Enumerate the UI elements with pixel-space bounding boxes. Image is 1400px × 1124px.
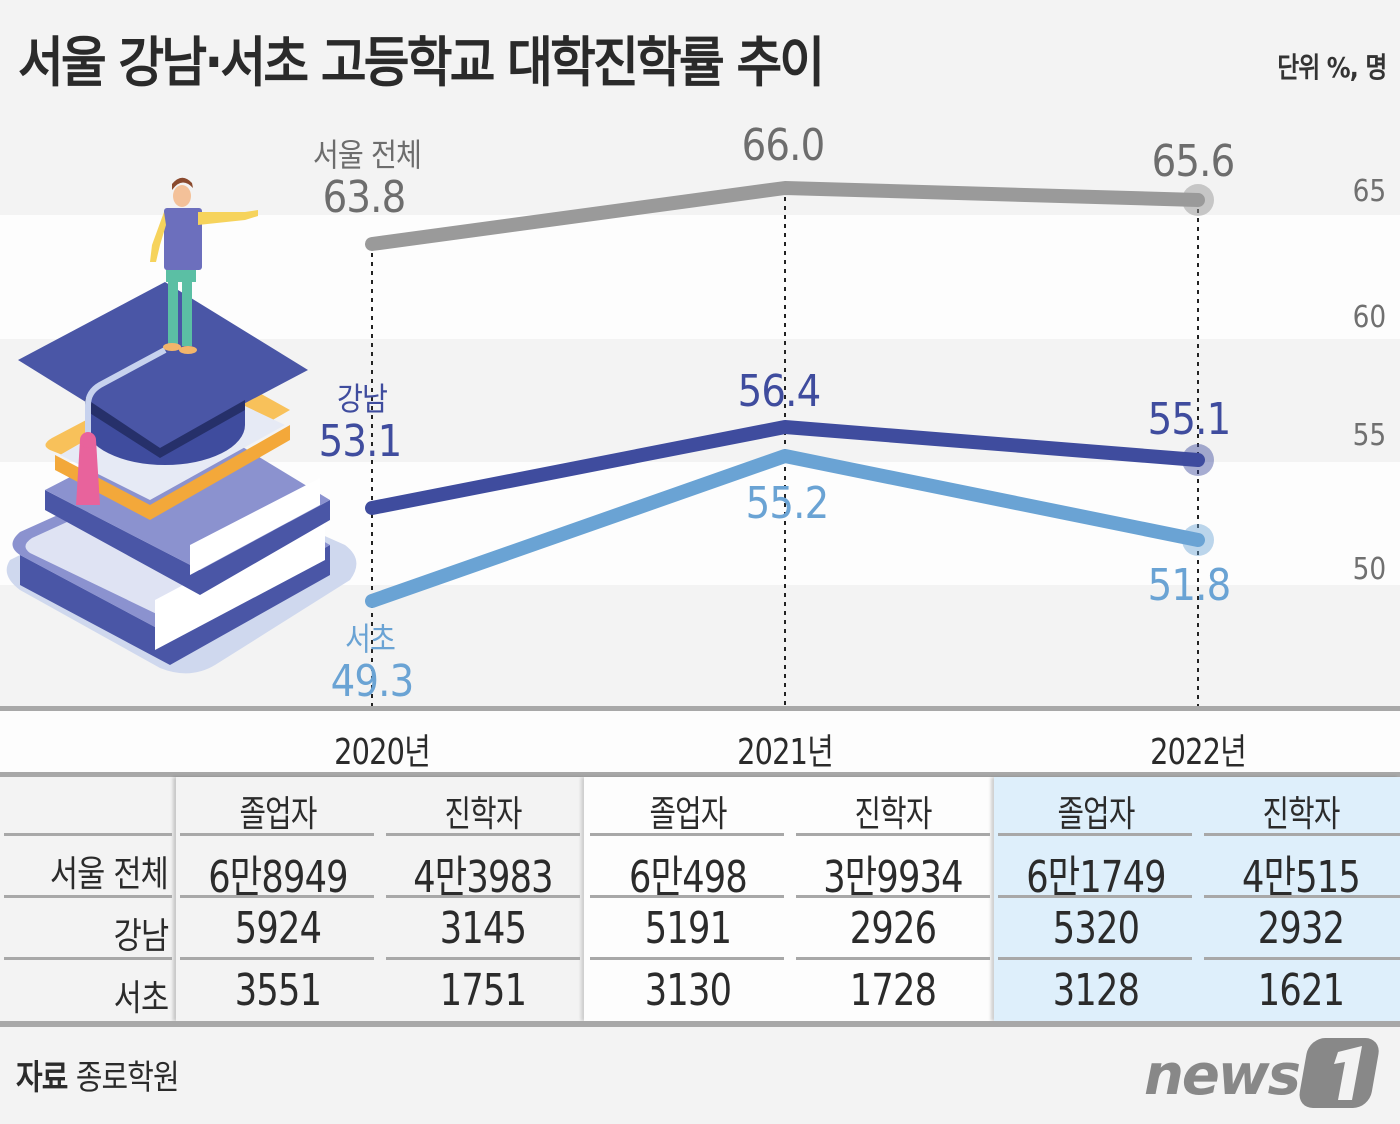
graduate-on-books-illustration	[6, 177, 357, 674]
table-cell: 3145	[439, 903, 527, 954]
x-axis-line	[0, 706, 1400, 711]
x-tick-2021: 2021년	[737, 732, 834, 773]
table-cell: 1728	[849, 965, 937, 1016]
column-header: 졸업자	[239, 794, 317, 835]
table-group-2022	[994, 777, 1400, 1021]
table-cell: 5191	[644, 903, 732, 954]
y-tick: 60	[1352, 300, 1386, 335]
grid-band	[0, 215, 1400, 339]
table-cell: 6만1749	[1026, 852, 1166, 903]
series-line-gangnam	[365, 420, 1205, 515]
value-label: 53.1	[318, 416, 403, 467]
row-divider	[386, 895, 580, 898]
x-axis: 2020년 2021년 2022년	[0, 711, 1400, 773]
row-divider	[180, 957, 374, 960]
x-tick-2020: 2020년	[334, 732, 431, 773]
table-cell: 3만9934	[823, 852, 963, 903]
row-label-gangnam: 강남	[113, 916, 168, 957]
column-header: 진학자	[854, 794, 932, 835]
value-label: 65.6	[1151, 136, 1236, 187]
row-divider	[1204, 833, 1400, 836]
unit-label: 단위 %, 명	[1276, 51, 1387, 84]
series-label-seocho: 서초	[344, 620, 396, 658]
row-divider	[386, 957, 580, 960]
y-tick: 55	[1352, 418, 1386, 453]
row-divider	[796, 833, 990, 836]
row-divider	[4, 957, 172, 960]
data-table: 졸업자 진학자 졸업자 진학자 졸업자 진학자 서울 전체 6만8949 4만3…	[0, 777, 1400, 1021]
value-label: 66.0	[741, 120, 826, 171]
series-line-seoul-total	[365, 181, 1205, 251]
row-label-seocho: 서초	[113, 978, 168, 1019]
row-divider	[998, 895, 1192, 898]
table-cell: 2932	[1257, 903, 1345, 954]
table-cell: 6만498	[629, 852, 748, 903]
table-cell: 6만8949	[208, 852, 348, 903]
series-label-seoul-total: 서울 전체	[312, 136, 422, 174]
end-marker-seoul-total	[1182, 184, 1214, 216]
row-divider	[4, 895, 172, 898]
chart-title: 서울 강남·서초 고등학교 대학진학률 추이	[18, 31, 825, 94]
row-divider	[998, 833, 1192, 836]
row-divider	[998, 957, 1192, 960]
series-label-gangnam: 강남	[336, 380, 388, 418]
series-line-seocho	[365, 449, 1205, 608]
table-bottom-border	[0, 1021, 1400, 1027]
column-header: 진학자	[1262, 794, 1340, 835]
column-header: 졸업자	[1057, 794, 1135, 835]
news1-logo-icon: news1	[1144, 1038, 1379, 1108]
source-note: 자료 종로학원	[16, 1050, 180, 1099]
row-divider	[386, 833, 580, 836]
end-marker-seocho	[1182, 524, 1214, 556]
table-cell: 4만3983	[413, 852, 553, 903]
table-cell: 2926	[849, 903, 937, 954]
row-label-seoul-total: 서울 전체	[49, 854, 169, 895]
value-label: 55.2	[745, 478, 830, 529]
row-divider	[796, 895, 990, 898]
column-header: 진학자	[444, 794, 522, 835]
row-divider	[590, 957, 784, 960]
source-label: 자료	[16, 1058, 68, 1098]
table-cell: 3551	[234, 965, 322, 1016]
table-group-2020	[176, 777, 584, 1021]
value-label: 51.8	[1147, 560, 1232, 611]
grid-band	[0, 0, 1400, 215]
row-divider	[796, 957, 990, 960]
value-label: 55.1	[1147, 394, 1232, 445]
y-tick: 50	[1352, 552, 1386, 587]
row-divider	[590, 895, 784, 898]
row-divider	[1204, 957, 1400, 960]
plot-area	[365, 181, 1214, 706]
table-cell: 3128	[1052, 965, 1140, 1016]
row-divider	[180, 833, 374, 836]
table-cell: 5320	[1052, 903, 1140, 954]
line-chart: 서울 전체 63.8 66.0 65.6 강남 53.1 56.4 55.1 서…	[0, 0, 1400, 707]
row-divider	[4, 833, 172, 836]
row-divider	[180, 895, 374, 898]
source-name: 종로학원	[75, 1058, 180, 1098]
y-tick: 65	[1352, 174, 1386, 209]
value-label: 49.3	[330, 656, 415, 707]
row-divider	[590, 833, 784, 836]
value-label: 63.8	[322, 172, 407, 223]
table-cell: 3130	[644, 965, 732, 1016]
table-cell: 1751	[439, 965, 527, 1016]
x-tick-2022: 2022년	[1150, 732, 1247, 773]
table-group-2021	[584, 777, 994, 1021]
column-header: 졸업자	[649, 794, 727, 835]
end-marker-gangnam	[1182, 444, 1214, 476]
table-cell: 5924	[234, 903, 322, 954]
table-cell: 4만515	[1242, 852, 1361, 903]
table-cell: 1621	[1257, 965, 1345, 1016]
table-top-border	[0, 772, 1400, 777]
value-label: 56.4	[737, 366, 822, 417]
row-divider	[1204, 895, 1400, 898]
